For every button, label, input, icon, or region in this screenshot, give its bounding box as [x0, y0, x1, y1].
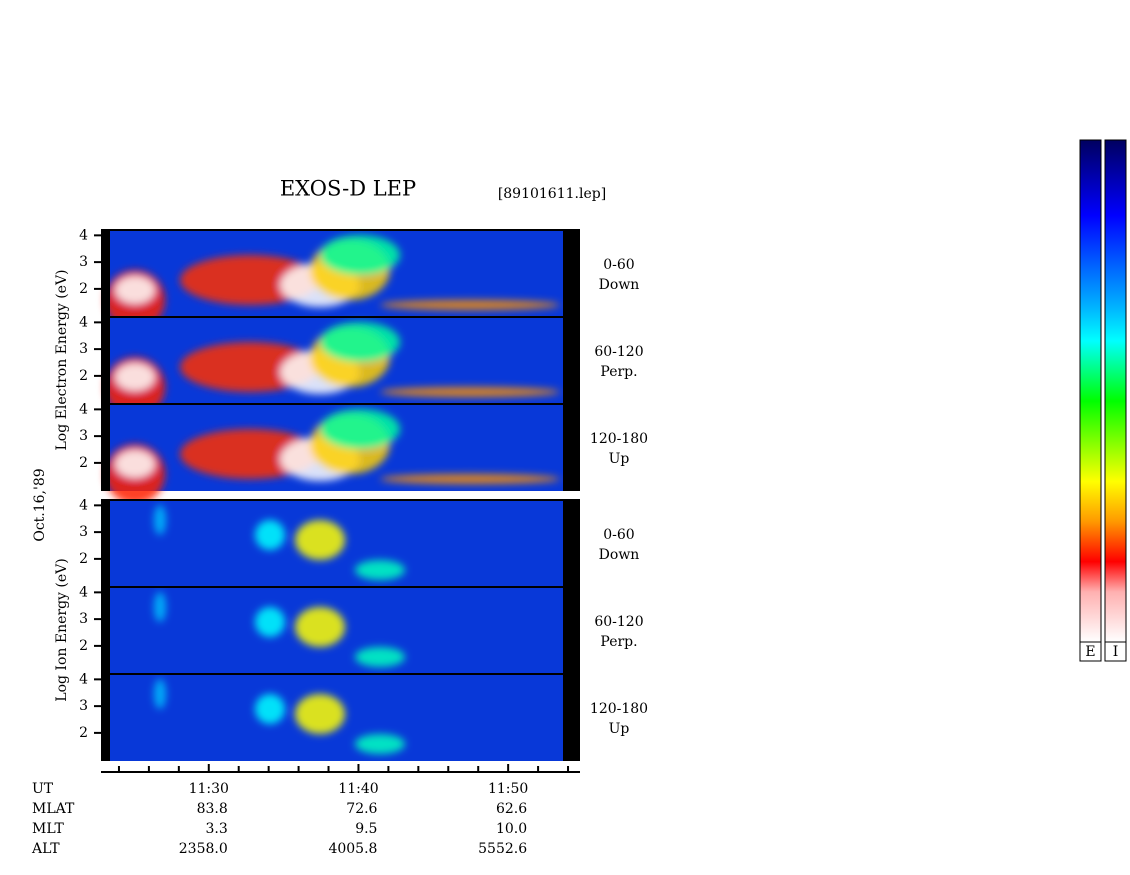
black-strip	[101, 587, 110, 674]
orbit-label: MLAT	[32, 801, 75, 817]
orbit-value: 2358.0	[179, 841, 228, 857]
pitch-direction: Down	[599, 547, 640, 563]
colorbar-label-box	[1104, 641, 1127, 662]
y-tick-label: 3	[79, 428, 88, 444]
spectrogram-features	[105, 409, 560, 504]
y-tick-label: 2	[79, 725, 88, 741]
y-tick-label: 2	[79, 281, 88, 297]
colorbar	[1079, 139, 1102, 643]
x-tick-label: 11:30	[189, 781, 229, 797]
orbit-value: 72.6	[346, 801, 377, 817]
feature	[355, 734, 405, 754]
y-tick-label: 2	[79, 638, 88, 654]
black-strip	[563, 230, 580, 317]
feature	[380, 387, 560, 397]
y-tick-label: 4	[79, 671, 88, 687]
orbit-label: MLT	[32, 821, 64, 837]
feature	[255, 520, 285, 550]
y-tick-label: 4	[79, 584, 88, 600]
feature	[355, 647, 405, 667]
orbit-value: 83.8	[197, 801, 228, 817]
y-tick-label: 3	[79, 254, 88, 270]
orbit-value: 3.3	[206, 821, 228, 837]
colorbar-label: I	[1113, 644, 1119, 660]
pitch-direction: Up	[609, 721, 630, 737]
orbit-value: 5552.6	[478, 841, 527, 857]
y-tick-label: 4	[79, 497, 88, 513]
feature	[255, 607, 285, 637]
x-tick-label: 11:40	[338, 781, 378, 797]
spectrogram-features	[105, 235, 560, 330]
feature	[295, 607, 345, 647]
y-tick-label: 3	[79, 611, 88, 627]
orbit-value: 4005.8	[328, 841, 377, 857]
y-tick-label: 4	[79, 401, 88, 417]
feature	[320, 322, 400, 362]
feature	[355, 560, 405, 580]
file-name: [89101611.lep]	[498, 186, 606, 202]
y-tick-label: 4	[79, 227, 88, 243]
spectrogram-features	[154, 505, 405, 580]
orbit-value: 62.6	[496, 801, 527, 817]
feature	[115, 450, 155, 478]
black-strip	[101, 230, 110, 317]
feature	[154, 679, 166, 709]
y-tick-label: 3	[79, 698, 88, 714]
ion-ylabel: Log Ion Energy (eV)	[54, 558, 70, 701]
y-tick-label: 2	[79, 368, 88, 384]
feature	[295, 520, 345, 560]
feature	[255, 694, 285, 724]
colorbar-label-box	[1079, 641, 1102, 662]
pitch-direction: Up	[609, 451, 630, 467]
feature	[380, 474, 560, 484]
spectrogram-features	[105, 322, 560, 417]
y-tick-label: 2	[79, 455, 88, 471]
pitch-direction: Perp.	[600, 364, 637, 380]
colorbar-label: E	[1085, 644, 1095, 660]
feature	[115, 276, 155, 304]
orbit-value: 9.5	[355, 821, 377, 837]
black-strip	[563, 317, 580, 404]
pitch-range: 120-180	[590, 431, 648, 447]
black-strip	[563, 587, 580, 674]
y-tick-label: 3	[79, 341, 88, 357]
y-tick-label: 3	[79, 524, 88, 540]
feature	[380, 300, 560, 310]
pitch-range: 60-120	[594, 344, 643, 360]
pitch-range: 0-60	[603, 257, 634, 273]
y-tick-label: 2	[79, 551, 88, 567]
feature	[320, 235, 400, 275]
black-strip	[563, 404, 580, 491]
feature	[320, 409, 400, 449]
black-strip	[101, 500, 110, 587]
electron-ylabel: Log Electron Energy (eV)	[54, 269, 70, 450]
black-strip	[101, 317, 110, 404]
black-strip	[563, 500, 580, 587]
feature	[115, 363, 155, 391]
spectrogram-features	[154, 592, 405, 667]
spectrogram-features	[154, 679, 405, 754]
title: EXOS-D LEP	[280, 177, 416, 201]
black-strip	[563, 674, 580, 761]
feature	[154, 505, 166, 535]
colorbar	[1104, 139, 1127, 643]
feature	[295, 694, 345, 734]
pitch-range: 60-120	[594, 614, 643, 630]
black-strip	[101, 404, 110, 491]
feature	[154, 592, 166, 622]
y-tick-label: 4	[79, 314, 88, 330]
date: Oct.16,'89	[32, 468, 48, 541]
orbit-value: 10.0	[496, 821, 527, 837]
pitch-range: 120-180	[590, 701, 648, 717]
pitch-direction: Perp.	[600, 634, 637, 650]
x-tick-label: 11:50	[488, 781, 528, 797]
black-strip	[101, 674, 110, 761]
orbit-label: UT	[32, 781, 54, 797]
pitch-range: 0-60	[603, 527, 634, 543]
pitch-direction: Down	[599, 277, 640, 293]
orbit-label: ALT	[31, 841, 60, 857]
